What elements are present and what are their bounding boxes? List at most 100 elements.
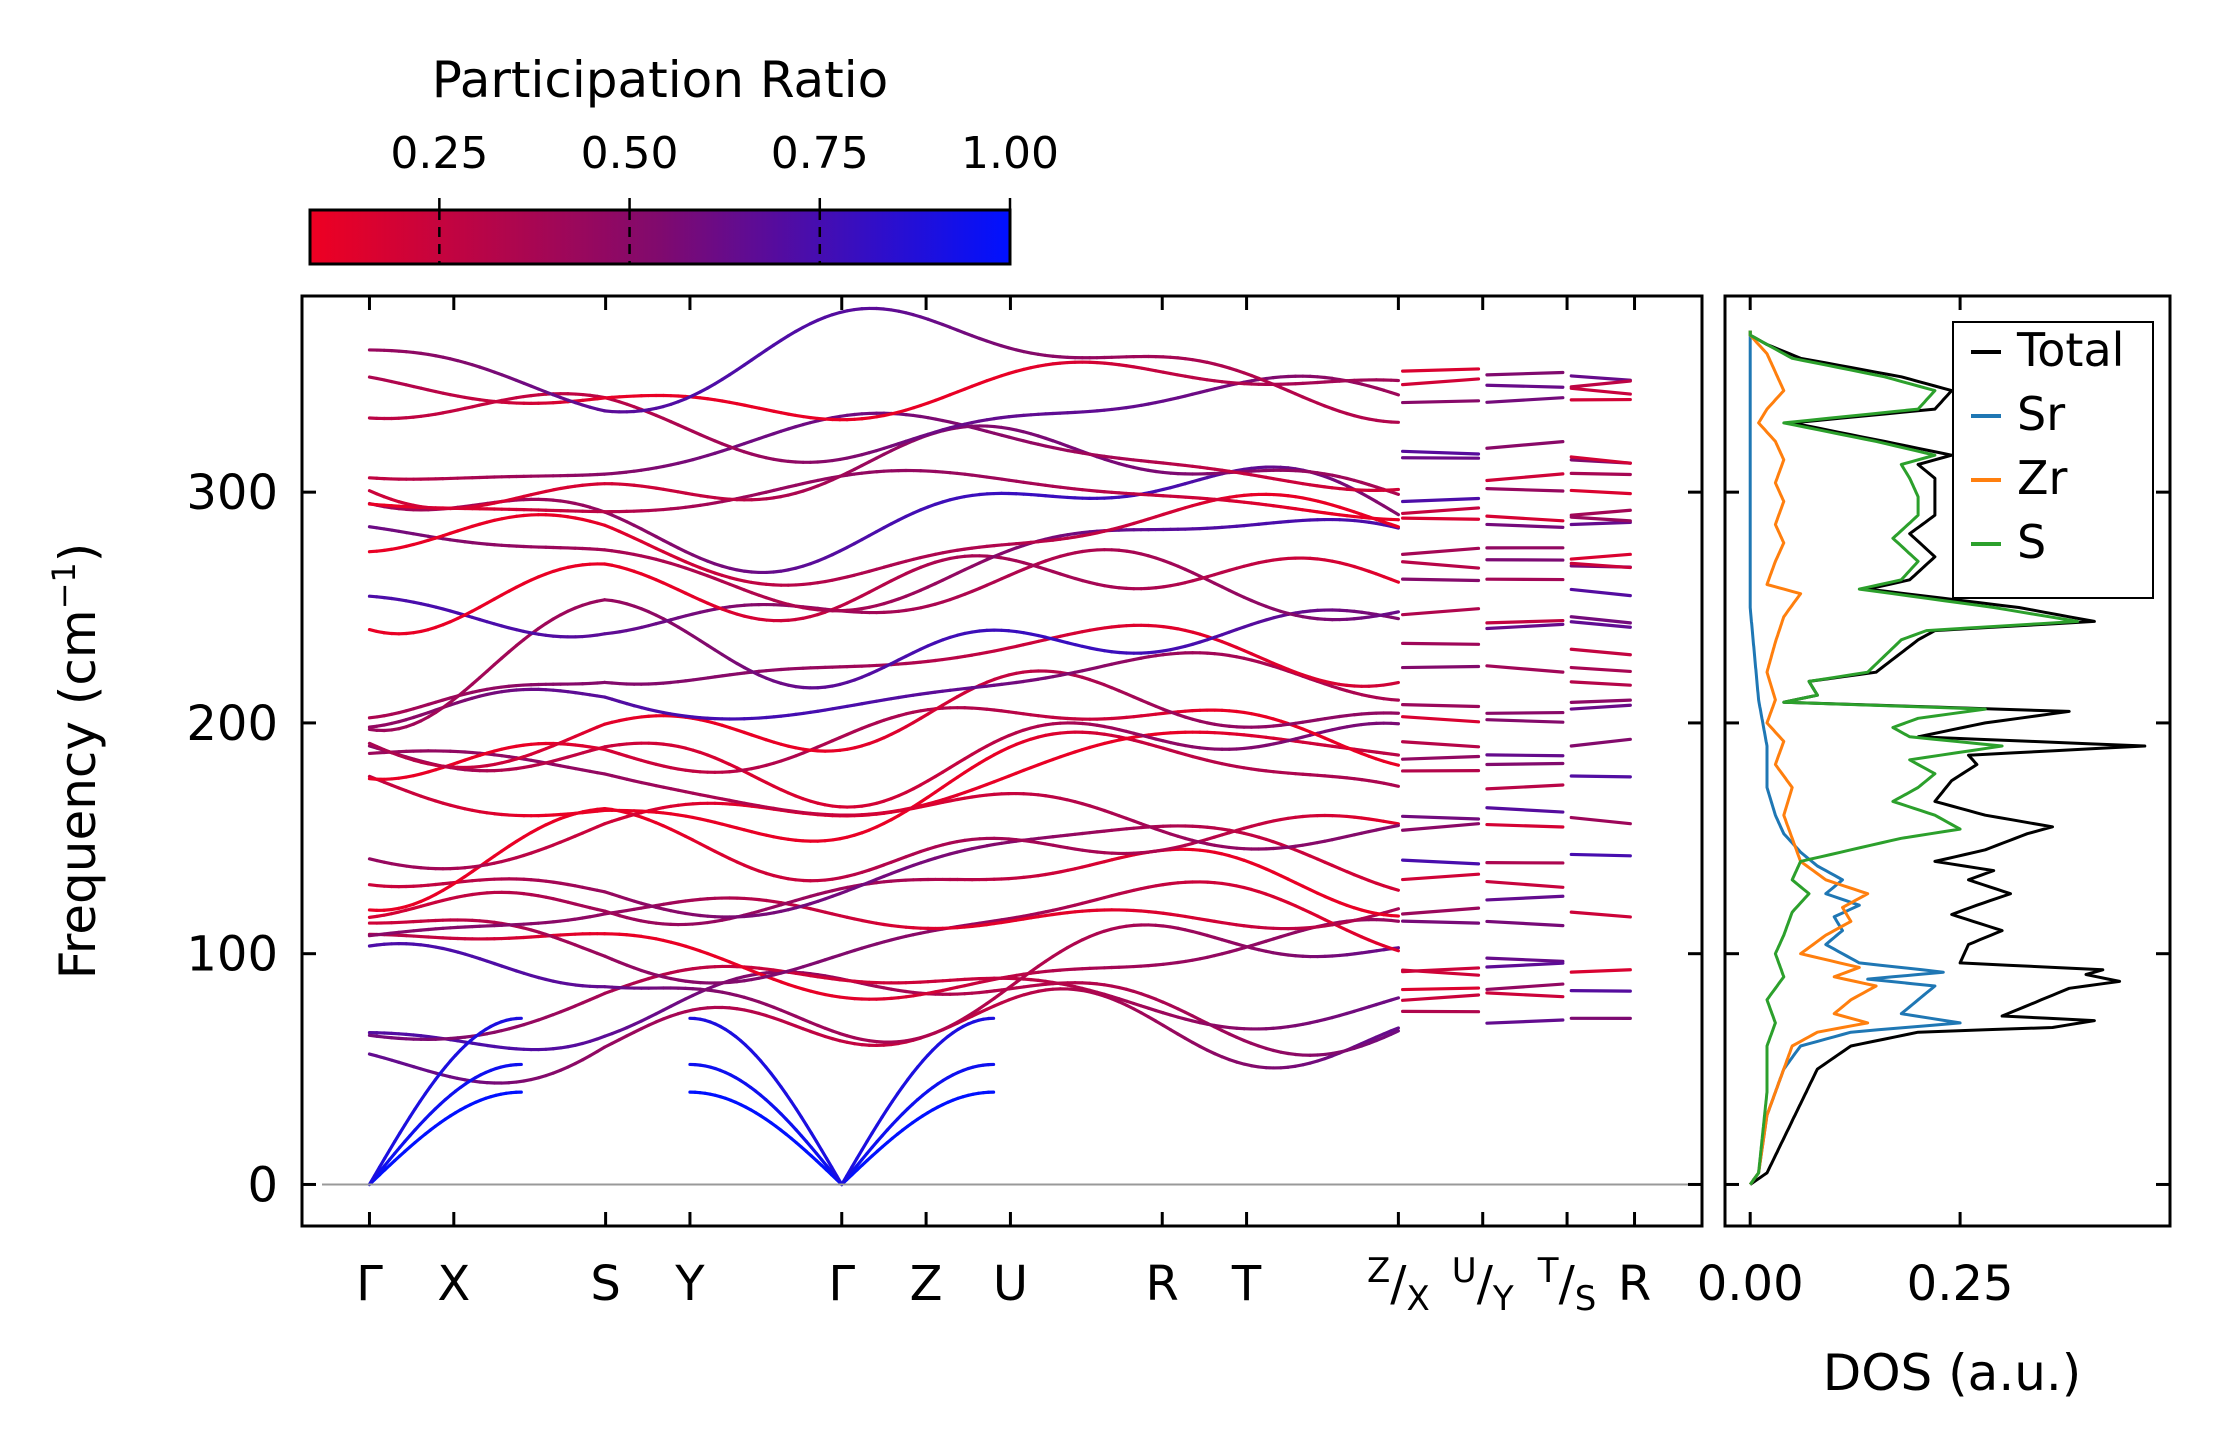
phonon-band-segment <box>1389 680 1400 686</box>
phonon-band-segment <box>1401 966 1481 974</box>
phonon-band-segment <box>814 1139 824 1152</box>
phonon-band-segment <box>850 1156 859 1169</box>
phonon-band-segment <box>1569 587 1632 598</box>
phonon-band-segment <box>388 1139 397 1152</box>
phonon-band-segment <box>1569 698 1632 704</box>
phonon-band-segment <box>819 1148 829 1161</box>
colorbar: Participation Ratio 0.25 0.50 0.75 1.00 <box>308 51 1059 266</box>
phonon-band-segment <box>1389 508 1400 517</box>
phonon-band-segment <box>1485 753 1565 758</box>
phonon-band-segment <box>1401 814 1481 821</box>
phonon-band-segment <box>809 1131 819 1144</box>
phonon-band-segment <box>1569 815 1632 826</box>
phonon-band-segment <box>1401 577 1481 583</box>
phonon-band-segment <box>1389 752 1400 757</box>
phonon-band-segment <box>1401 377 1481 387</box>
phonon-band-segment <box>1389 820 1400 826</box>
k-break-label: Z/X <box>1367 1251 1430 1319</box>
phonon-band-segment <box>1569 561 1632 570</box>
phonon-band-segment <box>1389 697 1400 702</box>
phonon-band-segment <box>1485 718 1565 724</box>
phonon-band-segment <box>1569 386 1632 396</box>
phonon-band-segment <box>1569 968 1632 974</box>
phonon-band-segment <box>1389 390 1400 397</box>
phonon-band-segment <box>1485 618 1565 625</box>
phonon-band-segment <box>492 656 504 667</box>
phonon-band-segment <box>1485 806 1565 814</box>
dos-axes: 0.00 0.25 <box>1697 296 2170 1312</box>
y-tick-label: 100 <box>186 927 278 983</box>
phonon-band-segment <box>855 1148 864 1161</box>
phonon-band-segment <box>1569 374 1632 382</box>
dos-axis-title: DOS (a.u.) <box>1823 1344 2082 1402</box>
phonon-band-segment <box>1485 961 1565 969</box>
phonon-band-segment <box>824 1156 834 1169</box>
phonon-band-segment <box>804 1123 813 1135</box>
phonon-band-segment <box>1389 946 1400 953</box>
frequency-axis-title: Frequency (cm−1) <box>45 543 107 980</box>
phonon-band-segment <box>1401 986 1481 992</box>
legend-label: Zr <box>2017 451 2068 505</box>
legend-label: S <box>2017 515 2046 569</box>
phonon-band-segment <box>1485 879 1565 889</box>
phonon-band-segment <box>1401 906 1481 916</box>
phonon-band-segment <box>1401 872 1481 882</box>
phonon-band-segment <box>1401 919 1481 925</box>
colorbar-ticks: 0.25 0.50 0.75 1.00 <box>390 128 1059 264</box>
phonon-band-segment <box>1401 641 1481 646</box>
phonon-band-segment <box>1485 472 1565 483</box>
phonon-band-segment <box>1485 487 1565 493</box>
dos-legend: Total Sr Zr S <box>1952 321 2154 599</box>
phonon-band-segment <box>1401 664 1481 670</box>
k-point-label: T <box>1231 1256 1262 1312</box>
phonon-band-segment <box>1485 622 1565 631</box>
band-lines <box>367 306 1632 1187</box>
phonon-band-segment <box>1485 783 1565 791</box>
phonon-band-segment <box>1389 490 1400 497</box>
phonon-band-segment <box>1485 761 1565 767</box>
phonon-band-segment <box>383 1148 392 1161</box>
k-point-label: R <box>1146 1256 1179 1312</box>
phonon-band-segment <box>1401 560 1481 570</box>
phonon-band-segment <box>1389 610 1400 615</box>
phonon-band-segment <box>1485 396 1565 404</box>
phonon-band-segment <box>1569 455 1632 465</box>
k-point-label: X <box>437 1256 470 1312</box>
phonon-band-segment <box>1485 383 1565 389</box>
phonon-band-segment <box>1569 647 1632 657</box>
phonon-band-segment <box>1389 487 1400 492</box>
phonon-band-segment <box>1485 440 1565 450</box>
phonon-band-segment <box>1389 1026 1400 1033</box>
dos-x-tick-label: 0.25 <box>1907 1256 2014 1312</box>
phonon-band-segment <box>1485 664 1565 674</box>
phonon-band-segment <box>860 1139 869 1152</box>
dos-lines <box>1748 330 2147 1186</box>
phonon-band-segment <box>865 1131 874 1144</box>
phonon-band-segment <box>470 676 482 686</box>
phonon-band-segment <box>1569 665 1632 674</box>
colorbar-tick-label: 0.25 <box>390 128 488 179</box>
phonon-band-segment <box>1485 919 1565 928</box>
k-point-label: Y <box>674 1256 705 1312</box>
k-point-label: Γ <box>356 1256 383 1312</box>
phonon-band-segment <box>1389 918 1400 923</box>
phonon-band-segment <box>1401 496 1481 504</box>
phonon-band-segment <box>1401 822 1481 832</box>
dos-x-tick-label: 0.00 <box>1697 1256 1804 1312</box>
phonon-band-segment <box>1569 852 1632 858</box>
k-point-label: U <box>993 1256 1028 1312</box>
phonon-band-segment <box>500 650 511 660</box>
phonon-band-segment <box>1485 514 1565 523</box>
phonon-band-segment <box>1569 620 1632 629</box>
phonon-band-segment <box>1569 515 1632 523</box>
phonon-band-segment <box>393 1131 402 1144</box>
colorbar-gradient <box>308 208 1012 266</box>
phonon-band-segment <box>463 682 474 693</box>
phonon-band-segment <box>1401 993 1481 1002</box>
phonon-band-segment <box>1401 715 1481 724</box>
phonon-band-segment <box>1485 710 1565 715</box>
phonon-band-segment <box>1401 607 1481 617</box>
phonon-band-segment <box>1389 823 1400 829</box>
